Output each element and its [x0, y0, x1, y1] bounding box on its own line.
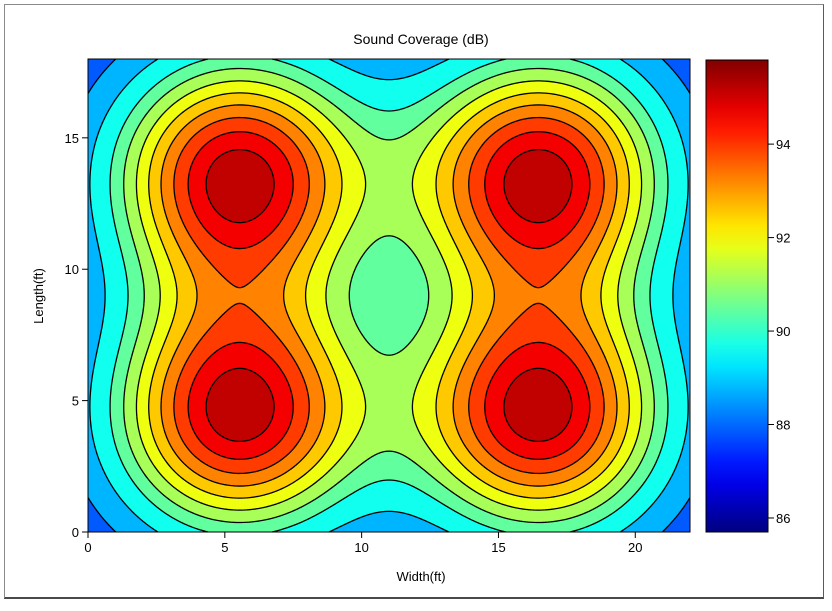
- contour-line-2: [87, 58, 691, 533]
- colorbar-tick-label: 88: [776, 418, 790, 433]
- contour-line-3: [89, 58, 689, 533]
- y-tick-label: 5: [72, 394, 79, 409]
- colorbar: 86 88 90 92 94: [705, 59, 790, 533]
- contour-line-5: [123, 67, 655, 524]
- contour-line-9: [173, 116, 605, 475]
- colorbar-tick-label: 86: [776, 511, 790, 526]
- contour-line-8: [160, 104, 618, 487]
- contour-line-6: [135, 80, 643, 511]
- contour-line-7: [148, 92, 630, 499]
- contour-lines: [87, 58, 691, 533]
- x-tick-label: 20: [628, 540, 642, 555]
- contour-line-11: [205, 148, 573, 443]
- contour-line-10: [187, 131, 591, 460]
- chart-frame: Sound Coverage (dB) 0 5 10 15 20 0 5 10 15 Widt…: [4, 4, 824, 599]
- y-tick-label: 10: [65, 262, 79, 277]
- x-tick-label: 5: [221, 540, 228, 555]
- contour-line-4: [109, 58, 669, 533]
- plot-area: [87, 58, 691, 533]
- contour-fill: [88, 59, 690, 532]
- plot-border: [87, 58, 691, 533]
- chart-title: Sound Coverage (dB): [353, 31, 488, 47]
- y-axis-label: Length(ft): [31, 268, 46, 324]
- x-tick-label: 10: [354, 540, 368, 555]
- y-tick-label: 15: [65, 131, 79, 146]
- colorbar-tick-label: 92: [776, 231, 790, 246]
- x-tick-label: 0: [84, 540, 91, 555]
- y-axis: 0 5 10 15: [65, 131, 88, 540]
- sound-coverage-chart: Sound Coverage (dB) 0 5 10 15 20 0 5 10 15 Widt…: [31, 31, 790, 584]
- y-tick-label: 0: [72, 525, 79, 540]
- x-tick-label: 15: [491, 540, 505, 555]
- x-axis-label: Width(ft): [396, 569, 445, 584]
- x-axis: 0 5 10 15 20: [84, 532, 643, 555]
- colorbar-gradient: [705, 59, 769, 533]
- colorbar-tick-label: 90: [776, 324, 790, 339]
- colorbar-tick-label: 94: [776, 137, 790, 152]
